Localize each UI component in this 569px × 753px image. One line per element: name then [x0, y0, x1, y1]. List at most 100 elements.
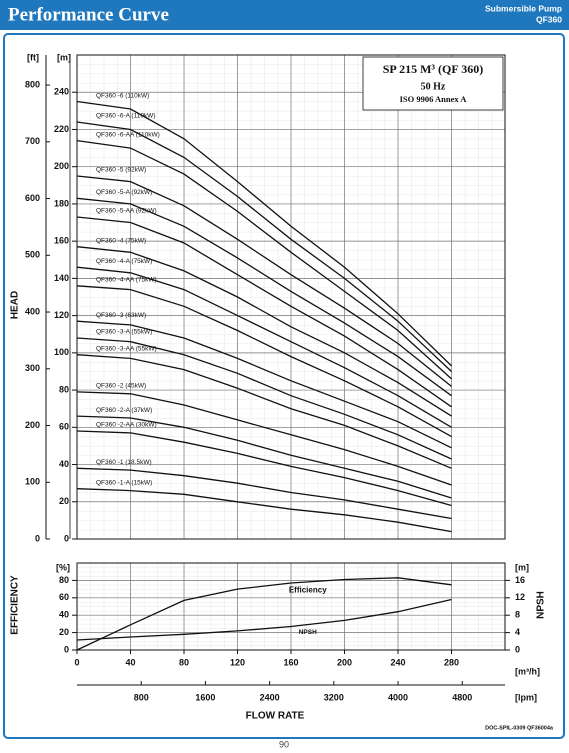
doc-code: DOC-SPIL-0309 QF36004a	[485, 725, 554, 731]
curve	[76, 197, 452, 397]
curve	[76, 285, 452, 438]
series-label: QF360 -3 (63kW)	[96, 312, 146, 319]
y2-tick-label: 600	[25, 193, 40, 203]
y-tick-label: 200	[54, 161, 69, 171]
x2-unit: [lpm]	[515, 692, 537, 702]
y2-tick-label: 0	[35, 533, 40, 543]
x-tick-label: 80	[179, 657, 189, 667]
series-label: QF360 -1 (18.5kW)	[96, 459, 152, 466]
y2-tick-label: 100	[25, 477, 40, 487]
y2-tick-label: 500	[25, 250, 40, 260]
series-label: Efficiency	[289, 585, 327, 594]
curve	[76, 577, 452, 651]
y-unit: [%]	[56, 562, 70, 572]
y2-tick-label: 16	[515, 575, 525, 585]
curve	[76, 216, 452, 408]
curve	[76, 337, 452, 460]
y-tick-label: 60	[59, 422, 69, 432]
y2-tick-label: 700	[25, 136, 40, 146]
curve	[76, 488, 452, 533]
y-tick-label: 80	[59, 384, 69, 394]
info-box	[362, 56, 504, 111]
y-tick-label: 40	[59, 610, 69, 620]
y-tick-label: 120	[54, 310, 69, 320]
y-tick-label: 80	[59, 575, 69, 585]
curve	[76, 100, 452, 367]
series-label: QF360 -5-A (92kW)	[96, 189, 152, 196]
series-label: QF360 -3-A (55kW)	[96, 329, 152, 336]
y-tick-label: 240	[54, 87, 69, 97]
series-label: QF360 -6-AA (110kW)	[96, 131, 160, 138]
y2-tick-label: 12	[515, 592, 525, 602]
y2-tick-label: 0	[515, 644, 520, 654]
plot-border	[76, 54, 506, 540]
info-freq: 50 Hz	[421, 81, 446, 92]
curve	[76, 430, 452, 507]
x-unit: [m³/h]	[515, 666, 540, 676]
curve	[76, 391, 452, 486]
x-tick-label: 240	[390, 657, 405, 667]
series-label: QF360 -1-A (15kW)	[96, 479, 152, 486]
y2-unit: [ft]	[27, 52, 39, 62]
header-bar	[0, 0, 569, 30]
x-tick-label: 200	[337, 657, 352, 667]
y-unit: [m]	[57, 52, 71, 62]
x-tick-label: 120	[230, 657, 245, 667]
y2-tick-label: 800	[25, 79, 40, 89]
y-tick-label: 0	[64, 644, 69, 654]
y-label: EFFICIENCY	[10, 575, 21, 635]
series-label: NPSH	[299, 629, 317, 636]
y2-tick-label: 400	[25, 306, 40, 316]
series-label: QF360 -2-A (37kW)	[96, 407, 152, 414]
header-subtitle: QF360	[536, 14, 562, 24]
header-title: Performance Curve	[8, 4, 169, 25]
x-tick-label: 280	[444, 657, 459, 667]
curve	[76, 246, 452, 417]
series-label: QF360 -2-AA (30kW)	[96, 422, 157, 429]
curve	[76, 121, 452, 372]
curve	[76, 354, 452, 469]
y2-unit: [m]	[515, 562, 529, 572]
curve	[76, 139, 452, 380]
frame	[3, 33, 565, 739]
curve	[76, 266, 452, 428]
info-standard: ISO 9906 Annex A	[400, 94, 468, 104]
x2-tick-label: 4000	[388, 692, 408, 702]
series-label: QF360 -5 (92kW)	[96, 167, 146, 174]
x-label: FLOW RATE	[246, 711, 305, 722]
y-tick-label: 180	[54, 198, 69, 208]
x-tick-label: 40	[125, 657, 135, 667]
x-tick-label: 160	[283, 657, 298, 667]
y2-tick-label: 200	[25, 420, 40, 430]
curve	[76, 175, 452, 387]
header-subtitle: Submersible Pump	[485, 3, 562, 13]
page-number: 90	[279, 739, 289, 749]
series-label: QF360 -4-A (75kW)	[96, 258, 152, 265]
y-tick-label: 60	[59, 592, 69, 602]
x2-tick-label: 800	[134, 692, 149, 702]
y-tick-label: 100	[54, 347, 69, 357]
series-label: QF360 -4-AA (75kW)	[96, 277, 157, 284]
y2-tick-label: 300	[25, 363, 40, 373]
series-label: QF360 -6-A (110kW)	[96, 113, 155, 120]
y2-label: NPSH	[536, 591, 547, 619]
y-tick-label: 140	[54, 273, 69, 283]
y-tick-label: 0	[64, 533, 69, 543]
series-label: QF360 -6 (110kW)	[96, 92, 149, 99]
y-tick-label: 40	[59, 459, 69, 469]
x2-tick-label: 1600	[195, 692, 215, 702]
y2-tick-label: 8	[515, 610, 520, 620]
info-title: SP 215 M³ (QF 360)	[383, 62, 483, 76]
curve	[76, 467, 452, 520]
series-label: QF360 -4 (75kW)	[96, 237, 146, 244]
y-tick-label: 220	[54, 124, 69, 134]
y2-tick-label: 4	[515, 627, 520, 637]
y-tick-label: 20	[59, 496, 69, 506]
x-tick-label: 0	[74, 657, 79, 667]
series-label: QF360 -5-AA (92kW)	[96, 208, 157, 215]
x2-tick-label: 4800	[452, 692, 472, 702]
y-label: HEAD	[10, 291, 21, 319]
y-tick-label: 160	[54, 236, 69, 246]
x2-tick-label: 2400	[260, 692, 280, 702]
